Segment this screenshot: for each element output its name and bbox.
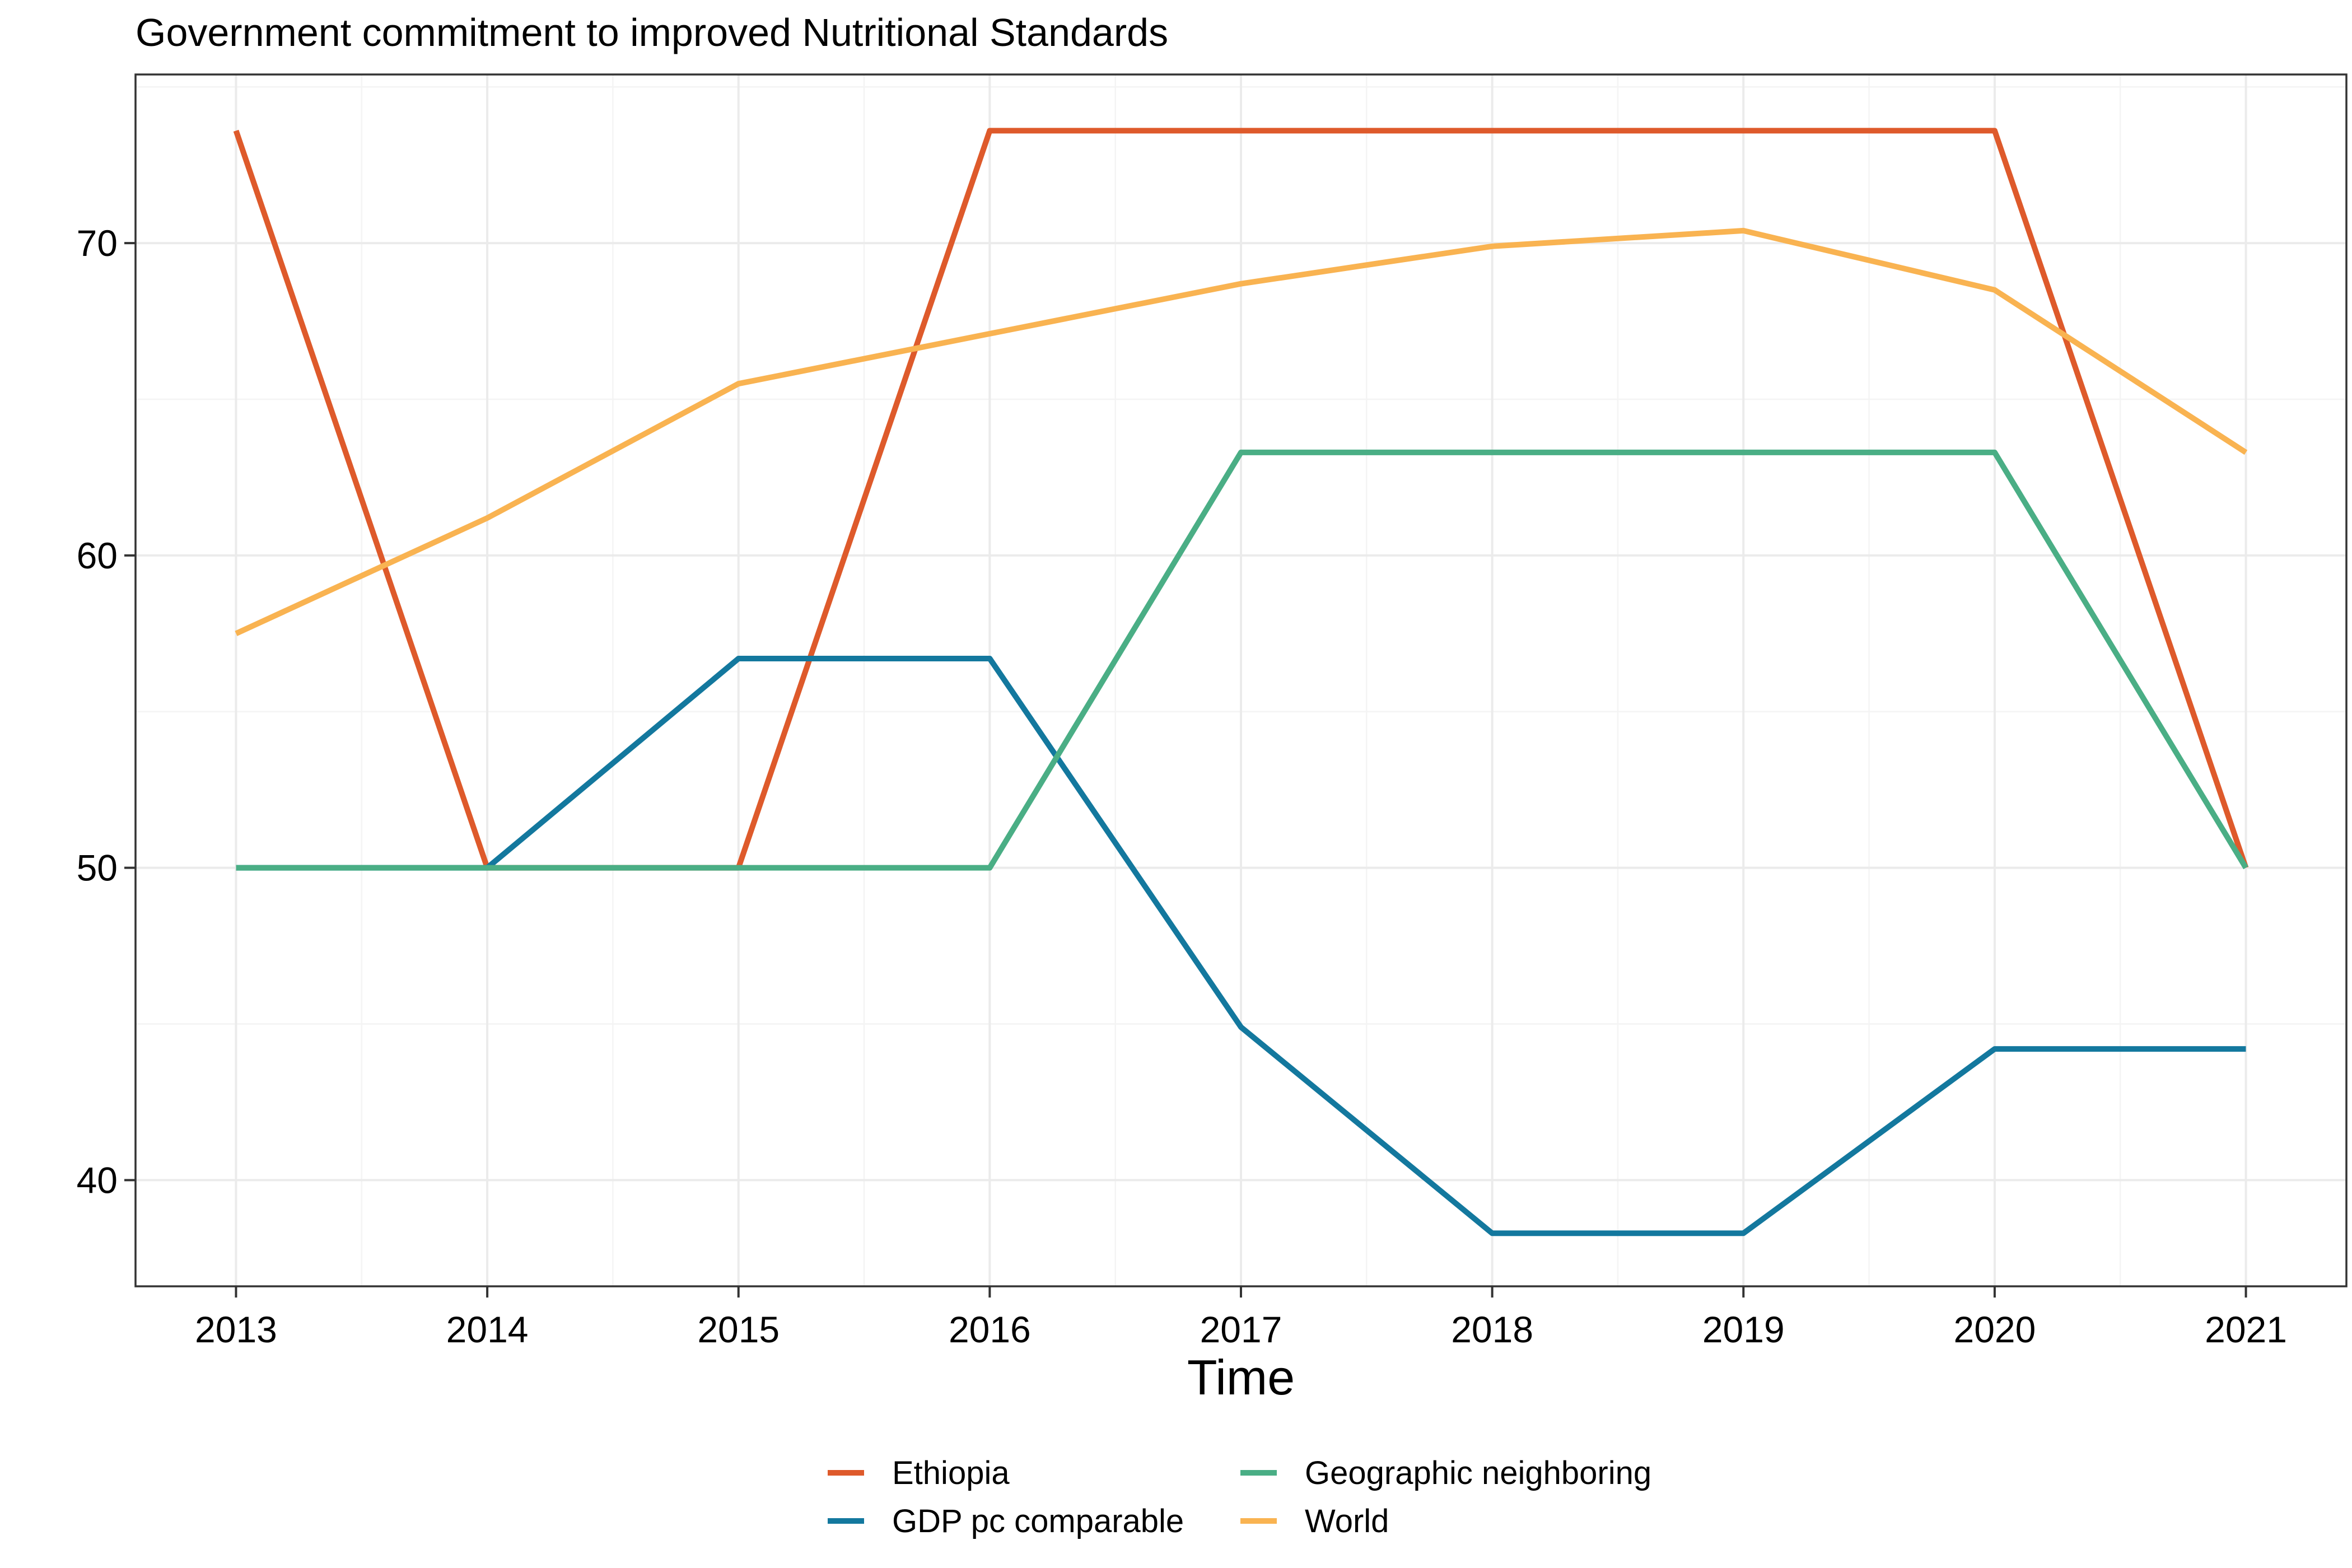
series-line-gdp-pc-comparable — [236, 656, 2246, 1236]
plot-series — [233, 128, 2249, 1236]
x-tick-label: 2017 — [1200, 1309, 1282, 1350]
y-tick-label: 40 — [77, 1159, 118, 1201]
x-tick-label: 2019 — [1702, 1309, 1785, 1350]
x-tick-label: 2016 — [949, 1309, 1031, 1350]
y-tick-label: 70 — [77, 222, 118, 264]
x-tick-label: 2013 — [195, 1309, 277, 1350]
x-axis-title: Time — [1187, 1350, 1295, 1405]
x-tick-label: 2020 — [1953, 1309, 2036, 1350]
legend-label-gdp-pc-comparable: GDP pc comparable — [892, 1503, 1184, 1539]
legend: Ethiopia GDP pc comparable Geographic neig… — [828, 1455, 1651, 1539]
series-line-geographic-neighboring — [236, 449, 2248, 871]
grid — [136, 74, 2346, 1286]
axes: 2013 2014 2015 2016 2017 2018 2019 2020 2021 40 50… — [77, 222, 2287, 1350]
x-tick-label: 2021 — [2205, 1309, 2287, 1350]
chart-title: Government commitment to improved Nutrit… — [136, 11, 1168, 54]
series-line-world — [235, 227, 2248, 636]
x-tick-label: 2015 — [697, 1309, 780, 1350]
y-tick-label: 50 — [77, 847, 118, 889]
legend-label-geographic-neighboring: Geographic neighboring — [1305, 1455, 1651, 1491]
y-tick-label: 60 — [77, 535, 118, 576]
legend-label-world: World — [1305, 1503, 1389, 1539]
x-tick-label: 2018 — [1451, 1309, 1533, 1350]
x-tick-label: 2014 — [446, 1309, 529, 1350]
legend-label-ethiopia: Ethiopia — [892, 1455, 1010, 1491]
